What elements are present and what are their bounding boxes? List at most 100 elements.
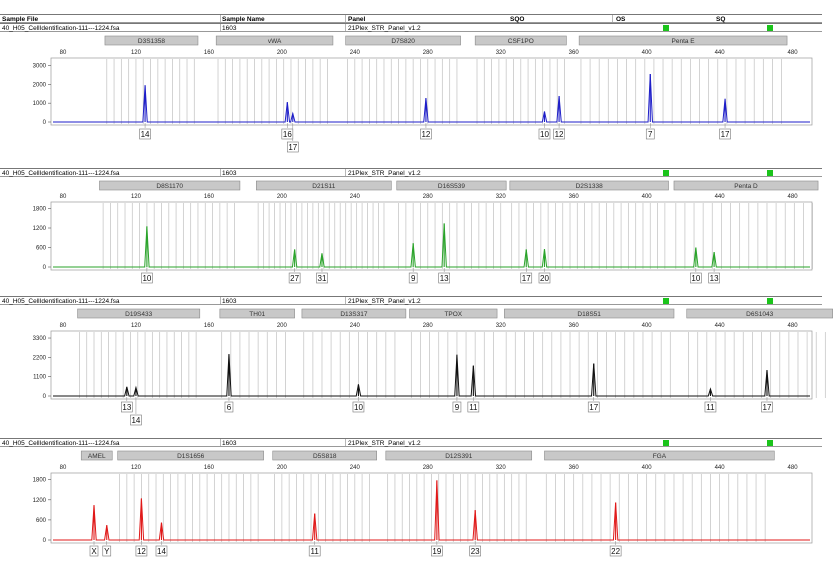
allele-call-label: 11: [706, 403, 715, 412]
allele-call-box: [352, 401, 365, 413]
x-tick-label: 320: [496, 50, 507, 56]
allele-call-label: 10: [540, 130, 549, 139]
signal-trace: [53, 223, 810, 268]
marker-box: [385, 450, 533, 461]
x-tick-label: 120: [131, 50, 142, 56]
sample-row[interactable]: 40_H05_CellIdentification-111---1224.fsa…: [0, 438, 822, 447]
x-tick-label: 120: [131, 194, 142, 200]
x-tick-label: 400: [642, 194, 653, 200]
x-tick-label: 120: [131, 323, 142, 329]
electropherogram-blue: D3S1358 vWA D7S820 CSF1PO Penta E80 120 160 200…: [33, 35, 813, 153]
marker-label: CSF1PO: [508, 38, 534, 45]
x-tick-label: 240: [350, 323, 361, 329]
allele-call-label: 23: [471, 547, 480, 556]
allele-call-box: [420, 128, 432, 140]
x-tick-label: 80: [60, 323, 67, 329]
allele-call-box: [431, 545, 443, 557]
allele-call-label: 9: [455, 403, 460, 412]
panel-name: 21Plex_STR_Panel_v1.2: [348, 170, 421, 177]
allele-call-box: [102, 545, 112, 557]
marker-box: [301, 308, 407, 319]
sample-name: 1603: [222, 440, 237, 447]
sample-name: 1603: [222, 25, 237, 32]
allele-call-box: [89, 545, 99, 557]
x-tick-label: 240: [350, 465, 361, 471]
x-tick-label: 320: [496, 194, 507, 200]
x-tick-label: 360: [569, 465, 580, 471]
marker-label: D12S391: [445, 453, 472, 460]
allele-call-label: 12: [421, 130, 430, 139]
allele-call-label: 14: [141, 130, 150, 139]
marker-label: D18S51: [577, 311, 601, 318]
x-tick-label: 360: [569, 50, 580, 56]
marker-label: FGA: [653, 453, 667, 460]
allele-call-box: [139, 128, 151, 140]
allele-call-box: [452, 401, 462, 413]
allele-call-label: 17: [721, 130, 730, 139]
allele-call-label: 10: [691, 274, 700, 283]
x-tick-label: 200: [277, 323, 288, 329]
x-tick-label: 320: [496, 465, 507, 471]
x-tick-label: 360: [569, 323, 580, 329]
allele-call-box: [538, 272, 551, 284]
sample-file: 40_H05_CellIdentification-111---1224.fsa: [2, 25, 120, 32]
marker-box: [77, 308, 201, 319]
sq-flag: [767, 25, 773, 31]
allele-call-box: [609, 545, 622, 557]
col-os[interactable]: OS: [616, 16, 626, 23]
signal-trace: [53, 354, 810, 397]
allele-call-box: [469, 545, 481, 557]
allele-call-label: 10: [354, 403, 363, 412]
x-tick-label: 280: [423, 465, 434, 471]
allele-call-label: 17: [288, 143, 297, 152]
sample-row[interactable]: 40_H05_CellIdentification-111---1224.fsa…: [0, 168, 822, 177]
allele-call-label: 17: [522, 274, 531, 283]
x-tick-label: 440: [715, 50, 726, 56]
x-tick-label: 160: [204, 323, 215, 329]
sqo-flag: [663, 25, 669, 31]
x-tick-label: 240: [350, 50, 361, 56]
x-tick-label: 120: [131, 465, 142, 471]
col-sq[interactable]: SQ: [716, 16, 726, 23]
allele-call-box: [690, 272, 702, 284]
allele-call-box: [141, 272, 153, 284]
plot-frame: [50, 201, 813, 271]
marker-label: TPOX: [444, 311, 462, 318]
marker-label: vWA: [268, 38, 282, 45]
sample-row[interactable]: 40_H05_CellIdentification-111---1224.fsa…: [0, 296, 822, 305]
x-tick-label: 200: [277, 465, 288, 471]
allele-call-label: 16: [283, 130, 292, 139]
x-tick-label: 440: [715, 194, 726, 200]
y-tick-label: 1800: [33, 478, 47, 484]
allele-call-box: [121, 401, 133, 413]
allele-call-box: [135, 545, 148, 557]
sqo-flag: [663, 170, 669, 176]
marker-label: TH01: [249, 311, 265, 318]
allele-call-label: 17: [589, 403, 598, 412]
allele-call-label: 22: [611, 547, 620, 556]
sample-row[interactable]: 40_H05_CellIdentification-111---1224.fsa…: [0, 23, 822, 32]
col-panel[interactable]: Panel: [348, 16, 366, 23]
x-tick-label: 440: [715, 323, 726, 329]
x-tick-label: 80: [60, 50, 67, 56]
sqo-flag: [663, 298, 669, 304]
x-tick-label: 480: [788, 194, 799, 200]
allele-call-box: [286, 141, 299, 153]
sample-name: 1603: [222, 298, 237, 305]
allele-call-box: [288, 272, 301, 284]
plot-frame: [50, 57, 813, 126]
allele-call-box: [308, 545, 321, 557]
col-sqo[interactable]: SQO: [510, 16, 525, 23]
allele-call-box: [719, 128, 731, 140]
col-sample-file[interactable]: Sample File: [2, 16, 39, 23]
marker-box: [80, 450, 113, 461]
y-tick-label: 1000: [33, 101, 47, 107]
signal-trace: [53, 73, 810, 123]
allele-call-label: 27: [290, 274, 299, 283]
col-sample-name[interactable]: Sample Name: [222, 16, 265, 23]
marker-label: Penta E: [672, 38, 696, 45]
x-tick-label: 480: [788, 465, 799, 471]
sample-name: 1603: [222, 170, 237, 177]
allele-call-label: 13: [710, 274, 719, 283]
y-tick-label: 1800: [33, 207, 47, 213]
